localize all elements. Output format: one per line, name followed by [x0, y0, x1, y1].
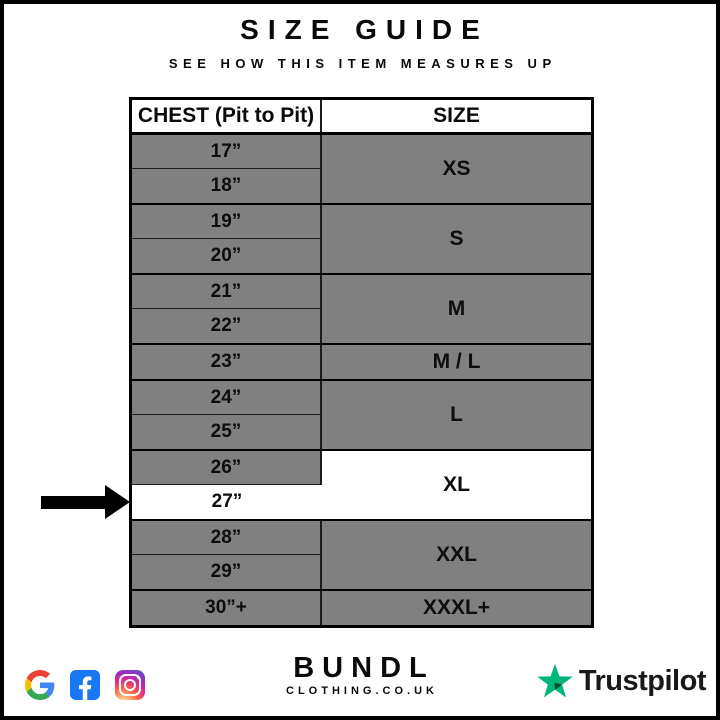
- size-group-xs: 17” 18” XS: [132, 135, 591, 205]
- brand-name: BUNDL: [293, 651, 435, 684]
- chest-cell: 20”: [132, 239, 322, 273]
- facebook-icon: [70, 670, 100, 700]
- page-subtitle: SEE HOW THIS ITEM MEASURES UP: [168, 56, 557, 71]
- chest-cell: 29”: [132, 555, 322, 589]
- size-group-xxxl+: 30”+ XXXL+: [132, 591, 591, 625]
- size-cell: XL: [322, 451, 591, 519]
- chest-measurement-column: 17” 18”: [132, 135, 322, 203]
- chest-measurement-column: 28” 29”: [132, 521, 322, 589]
- page-title: SIZE GUIDE: [240, 14, 489, 45]
- size-group-s: 19” 20” S: [132, 205, 591, 275]
- size-cell: S: [322, 205, 591, 273]
- chest-measurement-column: 23”: [132, 345, 322, 379]
- size-cell: M / L: [322, 345, 591, 379]
- chest-measurement-column: 21” 22”: [132, 275, 322, 343]
- chest-cell: 26”: [132, 451, 322, 485]
- column-header-chest: CHEST (Pit to Pit): [132, 100, 322, 132]
- chest-measurement-column: 30”+: [132, 591, 322, 625]
- social-logos: [25, 670, 145, 700]
- google-icon: [25, 670, 55, 700]
- size-table-header-row: CHEST (Pit to Pit) SIZE: [132, 100, 591, 135]
- size-cell: L: [322, 381, 591, 449]
- chest-cell: 23”: [132, 345, 322, 379]
- chest-cell: 28”: [132, 521, 322, 555]
- size-group-l: 24” 25” L: [132, 381, 591, 451]
- size-table: CHEST (Pit to Pit) SIZE 17” 18” XS 19” 20” S 2…: [41, 97, 594, 628]
- size-group-xl: 26” 27” XL: [41, 451, 591, 521]
- size-group-m: 21” 22” M: [132, 275, 591, 345]
- chest-cell: 24”: [132, 381, 322, 415]
- highlight-arrow-shaft: [41, 495, 105, 509]
- size-cell: XS: [322, 135, 591, 203]
- trustpilot-star-icon: [537, 663, 573, 698]
- trustpilot-wordmark: Trustpilot: [578, 664, 707, 697]
- size-group-xxl: 28” 29” XXL: [132, 521, 591, 591]
- chest-cell: 21”: [132, 275, 322, 309]
- chest-cell: 17”: [132, 135, 322, 169]
- chest-measurement-column: 26” 27”: [41, 451, 322, 519]
- brand-logo: BUNDL CLOTHING.CO.UK: [282, 651, 438, 697]
- brand-domain: CLOTHING.CO.UK: [286, 685, 438, 697]
- highlight-arrow-head: [105, 485, 130, 519]
- chest-cell: 27”: [41, 485, 322, 519]
- chest-cell: 22”: [132, 309, 322, 343]
- instagram-icon: [115, 670, 145, 700]
- chest-measurement-column: 19” 20”: [132, 205, 322, 273]
- chest-cell: 19”: [132, 205, 322, 239]
- instagram-flash-dot: [136, 675, 140, 679]
- size-cell: XXXL+: [322, 591, 591, 625]
- chest-cell: 18”: [132, 169, 322, 203]
- chest-cell: 25”: [132, 415, 322, 449]
- highlight-arrow: [41, 485, 130, 519]
- trustpilot-logo: Trustpilot: [535, 661, 707, 701]
- instagram-lens: [124, 679, 136, 691]
- footer: BUNDL CLOTHING.CO.UK Trustpilot: [4, 646, 716, 716]
- column-header-size: SIZE: [433, 104, 480, 127]
- size-cell: XXL: [322, 521, 591, 589]
- chest-cell: 30”+: [132, 591, 322, 625]
- instagram-frame: [119, 674, 141, 696]
- size-table-body: 17” 18” XS 19” 20” S 21” 22” M 23” M / L 24” 25” L 26”…: [41, 135, 591, 625]
- chest-measurement-column: 24” 25”: [132, 381, 322, 449]
- size-cell: M: [322, 275, 591, 343]
- size-group-ml: 23” M / L: [132, 345, 591, 381]
